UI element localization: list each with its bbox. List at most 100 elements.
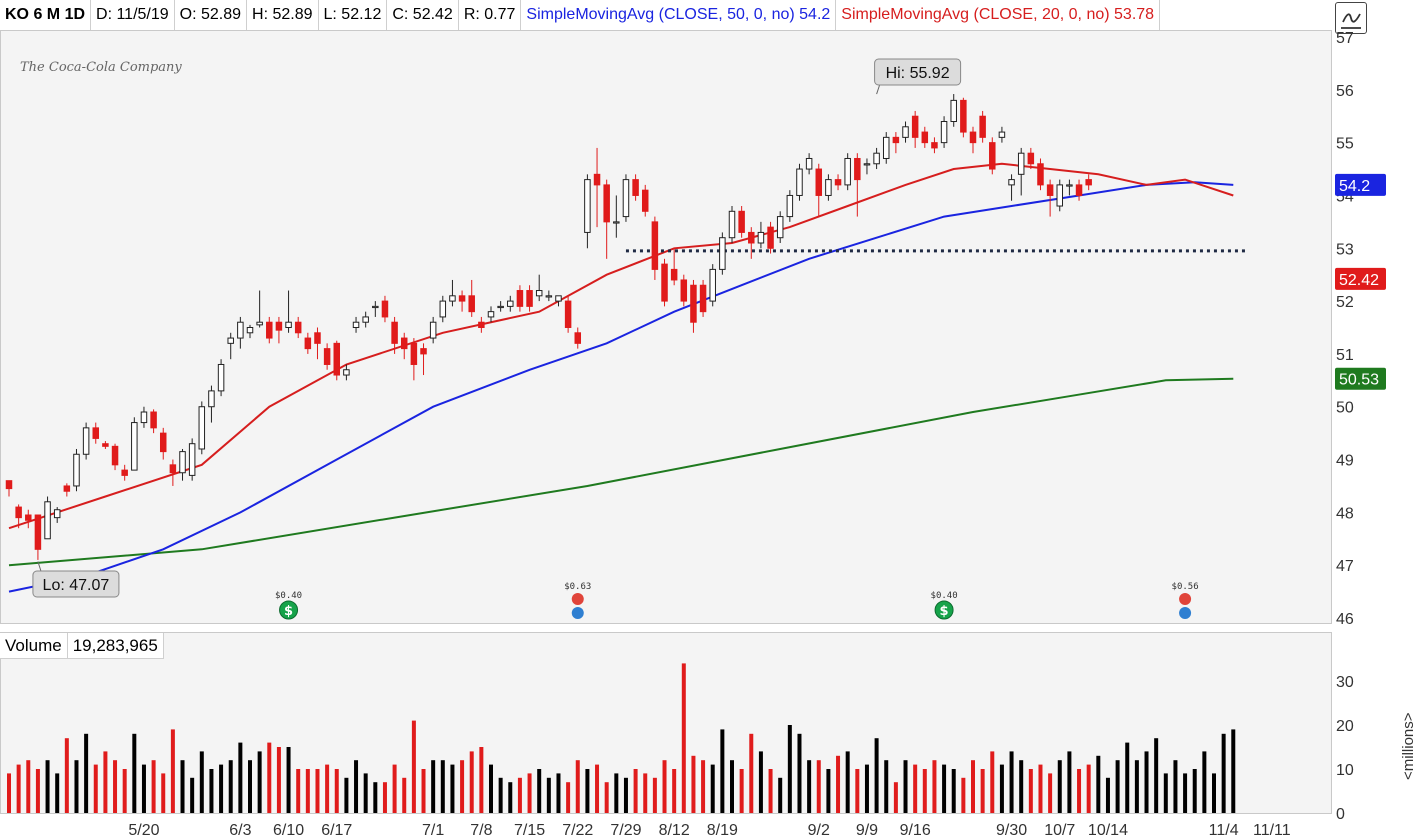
candle-body[interactable] [198,406,206,450]
candle-body[interactable] [237,321,244,339]
volume-bar[interactable] [228,760,233,813]
volume-bar[interactable] [392,764,397,813]
volume-bar[interactable] [720,729,725,813]
volume-bar[interactable] [874,738,879,813]
candle-body[interactable] [979,115,986,138]
candle-body[interactable] [661,263,668,302]
candle-body[interactable] [1027,152,1035,165]
volume-bar[interactable] [672,769,677,813]
volume-bar[interactable] [1212,773,1216,813]
volume-bar[interactable] [1019,760,1024,813]
candle-body[interactable] [478,321,485,328]
volume-bar[interactable] [296,769,301,813]
volume-bar[interactable] [315,769,320,813]
candle-body[interactable] [921,131,929,144]
candle-body[interactable] [1046,184,1054,196]
candle-body[interactable] [584,179,591,233]
volume-bar[interactable] [64,738,69,813]
candle-body[interactable] [545,295,553,298]
candle-body[interactable] [352,321,360,328]
candle-body[interactable] [1017,152,1025,175]
volume-bar[interactable] [1173,760,1178,813]
volume-bar[interactable] [219,764,224,813]
volume-bar[interactable] [113,760,118,813]
candle-body[interactable] [940,121,948,144]
dividend-icon[interactable] [934,600,954,620]
candle-body[interactable] [275,321,283,331]
candle-body[interactable] [815,168,823,196]
volume-bar[interactable] [325,764,330,813]
candle-body[interactable] [805,157,813,170]
volume-bar[interactable] [816,760,821,813]
volume-bar[interactable] [382,782,387,813]
candle-body[interactable] [343,369,350,376]
candle-body[interactable] [73,453,80,487]
candle-body[interactable] [555,295,562,302]
volume-bar[interactable] [35,769,40,813]
volume-bar[interactable] [884,760,889,813]
candle-body[interactable] [53,509,61,519]
candle-body[interactable] [931,142,938,149]
volume-bar[interactable] [778,777,783,813]
volume-bar[interactable] [652,777,657,813]
candle-body[interactable] [748,231,755,244]
volume-bar[interactable] [132,733,137,813]
candle-body[interactable] [622,179,630,218]
candle-body[interactable] [44,501,51,540]
volume-bar[interactable] [354,760,359,813]
volume-bar[interactable] [199,751,204,813]
volume-bar[interactable] [855,769,860,813]
volume-bar[interactable] [498,777,503,813]
volume-bar[interactable] [999,764,1004,813]
volume-bar[interactable] [257,751,262,813]
volume-bar[interactable] [45,760,50,813]
candle-body[interactable] [217,363,225,392]
dividend-icon[interactable] [279,600,299,620]
volume-bar[interactable] [122,769,127,813]
volume-bar[interactable] [662,760,667,813]
sma50-study-label[interactable]: SimpleMovingAvg (CLOSE, 50, 0, no) 54.2 [521,0,837,30]
volume-bar[interactable] [768,769,773,813]
volume-bar[interactable] [440,760,445,813]
volume-bar[interactable] [595,764,600,813]
volume-bar[interactable] [537,769,542,813]
candle-body[interactable] [738,210,745,233]
volume-bar[interactable] [1067,751,1072,813]
volume-bar[interactable] [1028,769,1033,813]
candle-body[interactable] [709,268,716,302]
candle-body[interactable] [690,284,697,323]
candle-body[interactable] [911,115,919,138]
volume-bar[interactable] [161,773,166,813]
volume-bar[interactable] [1115,760,1120,813]
candle-body[interactable] [420,348,427,355]
candle-body[interactable] [776,216,784,239]
volume-bar[interactable] [411,720,416,813]
volume-bar[interactable] [170,729,175,813]
candle-body[interactable] [487,311,495,318]
candle-body[interactable] [535,290,543,297]
volume-bar[interactable] [334,769,339,813]
volume-bar[interactable] [710,764,715,813]
candle-body[interactable] [526,290,533,307]
candle-body[interactable] [516,290,524,307]
candle-body[interactable] [323,348,331,365]
candle-body[interactable] [372,305,379,309]
candle-body[interactable] [92,427,100,439]
candle-body[interactable] [314,332,321,344]
candle-body[interactable] [140,411,148,424]
candle-body[interactable] [82,427,90,455]
volume-bar[interactable] [305,769,310,813]
candle-body[interactable] [188,443,196,476]
candle-body[interactable] [863,163,871,166]
volume-bar[interactable] [614,773,619,813]
volume-bar[interactable] [190,777,195,813]
candle-body[interactable] [998,131,1006,138]
candle-body[interactable] [854,157,861,181]
volume-bar[interactable] [508,782,513,813]
candle-body[interactable] [121,469,128,476]
candle-body[interactable] [680,279,688,302]
candle-body[interactable] [294,321,302,334]
candle-body[interactable] [603,184,610,223]
candle-body[interactable] [844,157,851,186]
candle-body[interactable] [227,337,234,344]
